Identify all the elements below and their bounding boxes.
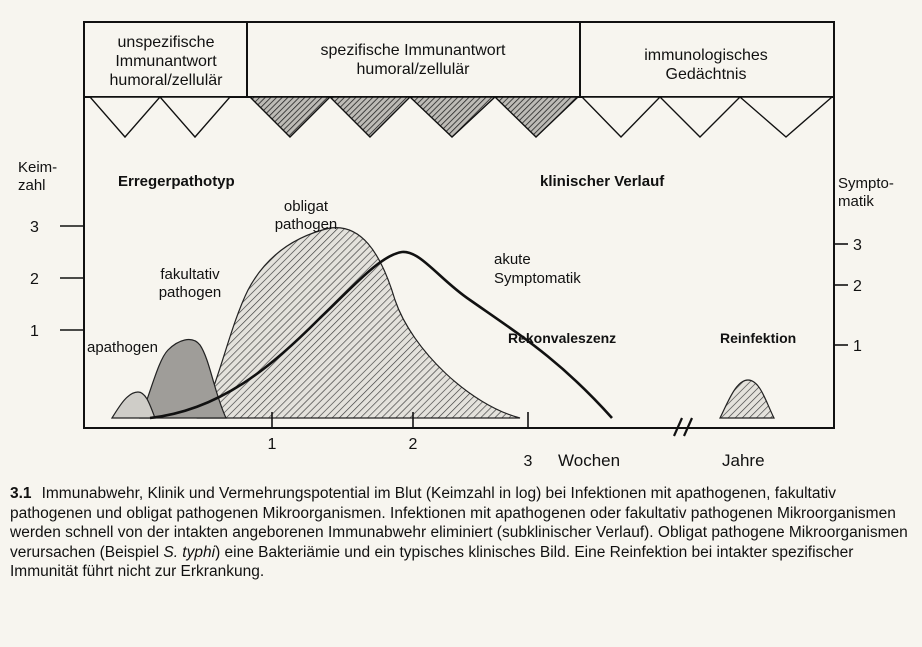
- innate-response-triangles: [88, 96, 232, 139]
- right-axis-label-line-2: matik: [838, 193, 874, 210]
- immune-response-diagram: unspezifische Immunantwort humoral/zellu…: [18, 21, 894, 470]
- right-axis-ticks: [834, 243, 848, 346]
- right-tick-3: 3: [853, 237, 862, 254]
- left-axis-label-line-2: zahl: [18, 177, 46, 194]
- header-memory-cell: immunologisches Gedächtnis: [644, 47, 768, 83]
- x-tick-1: 1: [268, 436, 277, 453]
- fakultativ-label-line-2: pathogen: [159, 284, 222, 301]
- right-tick-1: 1: [853, 338, 862, 355]
- caption-text-part-2: ) eine Bakteriämie und ein typisches kli…: [10, 543, 854, 581]
- rekonvaleszenz-label: Rekonvaleszenz: [508, 330, 616, 346]
- acute-symptom-label-line-2: Symptomatik: [494, 270, 581, 287]
- x-unit-weeks: Wochen: [558, 451, 620, 470]
- obligat-label-line-2: pathogen: [275, 216, 338, 233]
- obligat-pathogen-area: [196, 227, 521, 419]
- symptom-curve: [149, 250, 613, 420]
- diagram-frame: [83, 21, 835, 429]
- apathogen-label: apathogen: [87, 339, 158, 356]
- specific-response-triangles: [248, 96, 580, 138]
- memory-triangles: [580, 96, 834, 139]
- figure-caption: 3.1 Immunabwehr, Klinik und Vermehrungspo…: [10, 484, 910, 582]
- caption-text-part-1: Immunabwehr, Klinik und Vermehrungspoten…: [10, 485, 908, 561]
- header-memory-line-2: Gedächtnis: [666, 66, 747, 83]
- header-specific-cell: spezifische Immunantwort humoral/zellulä…: [321, 42, 507, 78]
- header-specific-line-2: humoral/zellulär: [357, 61, 471, 78]
- apathogen-area: [110, 391, 156, 419]
- caption-italic-species: S. typhi: [163, 543, 216, 561]
- axis-break-mark: [672, 417, 694, 437]
- reinfection-area: [719, 379, 775, 419]
- left-tick-2: 2: [30, 271, 39, 288]
- reinfektion-label: Reinfektion: [720, 330, 796, 346]
- x-tick-2: 2: [409, 436, 418, 453]
- header-unspecific-line-2: Immunantwort: [115, 53, 217, 70]
- header-unspecific-line-1: unspezifische: [118, 34, 215, 51]
- left-tick-1: 1: [30, 323, 39, 340]
- header-unspecific-line-3: humoral/zellulär: [110, 72, 224, 89]
- x-unit-years: Jahre: [722, 451, 765, 470]
- right-axis-label-line-1: Sympto-: [838, 175, 894, 192]
- obligat-label-line-1: obligat: [284, 198, 329, 215]
- left-tick-3: 3: [30, 219, 39, 236]
- fakultativ-pathogen-area: [139, 338, 227, 419]
- clinical-course-title: klinischer Verlauf: [540, 173, 665, 190]
- header-specific-line-1: spezifische Immunantwort: [321, 42, 507, 59]
- right-tick-2: 2: [853, 278, 862, 295]
- left-axis-label-line-1: Keim-: [18, 159, 57, 176]
- caption-number: 3.1: [10, 485, 32, 502]
- left-axis-ticks: [60, 225, 84, 331]
- x-axis-ticks: [271, 412, 529, 428]
- x-tick-3: 3: [524, 453, 533, 470]
- pathotype-title: Erregerpathotyp: [118, 173, 235, 190]
- fakultativ-label-line-1: fakultativ: [160, 266, 220, 283]
- header-unspecific-cell: unspezifische Immunantwort humoral/zellu…: [110, 34, 224, 89]
- acute-symptom-label-line-1: akute: [494, 251, 531, 268]
- header-memory-line-1: immunologisches: [644, 47, 768, 64]
